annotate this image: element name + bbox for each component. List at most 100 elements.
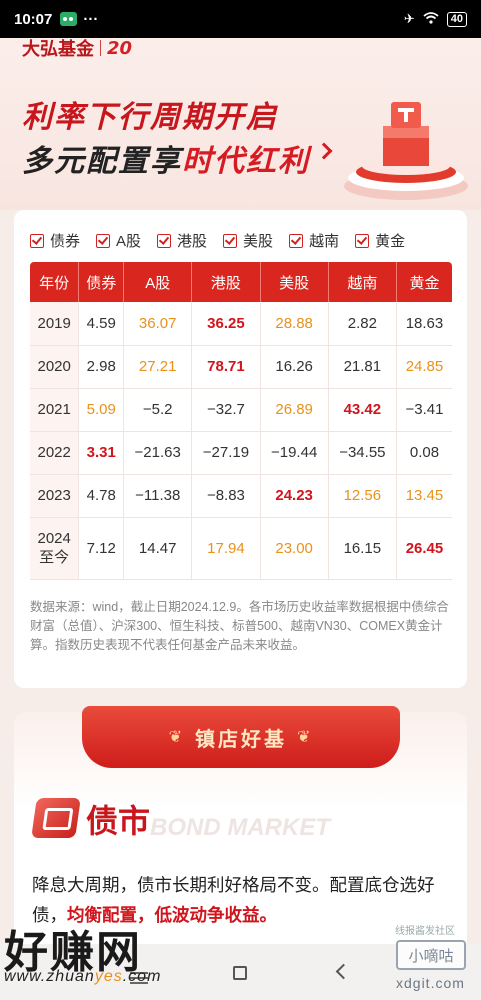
headline-primary: 利率下行周期开启 bbox=[22, 100, 278, 135]
return-cell: −5.2 bbox=[123, 388, 193, 432]
return-cell: 2.98 bbox=[78, 345, 125, 389]
year-cell: 2024 至今 bbox=[30, 517, 80, 580]
featured-ribbon: ❦ 镇店好基 ❦ bbox=[82, 706, 400, 768]
year-cell: 2021 bbox=[30, 388, 80, 432]
battery-icon: 40 bbox=[446, 11, 467, 27]
year-suffix: 至今 bbox=[39, 549, 70, 566]
return-cell: 36.25 bbox=[191, 302, 261, 346]
table-row: 2021 5.09 −5.2 −32.7 26.89 43.42 −3.41 bbox=[30, 388, 452, 432]
return-cell: 17.94 bbox=[191, 517, 261, 580]
podium-illustration bbox=[344, 102, 468, 200]
header-bond: 债券 bbox=[78, 262, 125, 302]
filter-label: 港股 bbox=[177, 233, 208, 250]
watermark-right-logo: 小嘀咕 bbox=[396, 940, 466, 970]
returns-table: 年份 债券 A股 港股 美股 越南 黄金 2019 4.59 36.07 36.25 2… bbox=[30, 262, 452, 580]
return-cell: 43.42 bbox=[328, 388, 397, 432]
table-body: 2019 4.59 36.07 36.25 28.88 2.82 18.63 2020 2.98… bbox=[30, 302, 452, 580]
filter-label: 债券 bbox=[50, 233, 81, 250]
bond-text-main: 降息大周期，债市长期利好格局不变。配置底仓选好债， bbox=[32, 875, 435, 925]
return-cell: 18.63 bbox=[396, 302, 452, 346]
decorative-arrow-icon bbox=[315, 142, 333, 160]
return-cell: 12.56 bbox=[328, 474, 397, 518]
filter-label: 越南 bbox=[309, 233, 340, 250]
return-cell: −32.7 bbox=[191, 388, 261, 432]
year-cell: 2019 bbox=[30, 302, 80, 346]
header-gold: 黄金 bbox=[396, 262, 452, 302]
filter-a-share[interactable]: A股 bbox=[96, 230, 141, 251]
return-cell: 21.81 bbox=[328, 345, 397, 389]
return-cell: 14.47 bbox=[123, 517, 193, 580]
return-cell: −27.19 bbox=[191, 431, 261, 475]
table-header-row: 年份 债券 A股 港股 美股 越南 黄金 bbox=[30, 262, 452, 302]
bond-market-description: 降息大周期，债市长期利好格局不变。配置底仓选好债，均衡配置，低波动争收益。 bbox=[32, 870, 462, 930]
watermark-url-part: www.zhuan bbox=[4, 968, 95, 985]
laurel-left-icon: ❦ bbox=[168, 729, 185, 746]
status-time: 10:07 bbox=[14, 10, 53, 28]
headline-secondary: 多元配置享时代红利 bbox=[22, 136, 310, 180]
wechat-icon bbox=[60, 12, 78, 26]
return-cell: 23.00 bbox=[260, 517, 329, 580]
home-icon[interactable] bbox=[233, 966, 247, 980]
return-cell: −11.38 bbox=[123, 474, 193, 518]
return-cell: 36.07 bbox=[123, 302, 193, 346]
menu-icon[interactable] bbox=[130, 972, 148, 984]
return-cell: 26.89 bbox=[260, 388, 329, 432]
return-cell: 24.85 bbox=[396, 345, 452, 389]
anniversary-badge: 20 bbox=[107, 38, 133, 59]
market-filters: 债券 A股 港股 美股 越南 黄金 bbox=[30, 230, 405, 251]
table-row: 2024 至今 7.12 14.47 17.94 23.00 16.15 26.45 bbox=[30, 517, 452, 580]
watermark-left: 好赚网 bbox=[4, 927, 142, 978]
bond-market-icon bbox=[31, 798, 81, 838]
bond-market-english-title: BOND MARKET bbox=[150, 814, 330, 841]
year-text: 2024 bbox=[37, 530, 71, 547]
table-row: 2019 4.59 36.07 36.25 28.88 2.82 18.63 bbox=[30, 302, 452, 346]
return-cell: 2.82 bbox=[328, 302, 397, 346]
header-vietnam: 越南 bbox=[328, 262, 397, 302]
checkbox-checked-icon[interactable] bbox=[355, 233, 370, 248]
watermark-url-part: .com bbox=[122, 968, 162, 985]
headline-secondary-a: 多元配置享 bbox=[22, 144, 182, 179]
return-cell: 28.88 bbox=[260, 302, 329, 346]
filter-bond[interactable]: 债券 bbox=[30, 230, 80, 251]
year-cell: 2020 bbox=[30, 345, 80, 389]
return-cell: 3.31 bbox=[78, 431, 125, 475]
return-cell: 4.59 bbox=[78, 302, 125, 346]
airplane-icon: ✈ bbox=[403, 11, 415, 26]
return-cell: 7.12 bbox=[78, 517, 125, 580]
header-banner: 大弘基金 20 利率下行周期开启 多元配置享时代红利 bbox=[0, 38, 481, 210]
return-cell: 24.23 bbox=[260, 474, 329, 518]
return-cell: −21.63 bbox=[123, 431, 193, 475]
filter-label: 美股 bbox=[243, 233, 274, 250]
return-cell: 16.15 bbox=[328, 517, 397, 580]
watermark-right-caption: 线报酱发社区 bbox=[395, 926, 455, 937]
table-row: 2022 3.31 −21.63 −27.19 −19.44 −34.55 0.08 bbox=[30, 431, 452, 475]
table-row: 2020 2.98 27.21 78.71 16.26 21.81 24.85 bbox=[30, 345, 452, 389]
headline-secondary-highlight: 时代红利 bbox=[182, 144, 310, 179]
return-cell: 78.71 bbox=[191, 345, 261, 389]
filter-label: A股 bbox=[116, 233, 142, 250]
checkbox-checked-icon[interactable] bbox=[289, 233, 304, 248]
return-cell: 5.09 bbox=[78, 388, 125, 432]
checkbox-checked-icon[interactable] bbox=[30, 233, 44, 248]
filter-label: 黄金 bbox=[375, 233, 406, 250]
checkbox-checked-icon[interactable] bbox=[96, 233, 111, 248]
return-cell: 16.26 bbox=[260, 345, 329, 389]
year-cell: 2023 bbox=[30, 474, 80, 518]
return-cell: 26.45 bbox=[396, 517, 452, 580]
filter-vietnam[interactable]: 越南 bbox=[289, 230, 339, 251]
filter-hk[interactable]: 港股 bbox=[157, 230, 207, 251]
filter-gold[interactable]: 黄金 bbox=[355, 230, 405, 251]
header-year: 年份 bbox=[30, 262, 80, 302]
year-cell: 2022 bbox=[30, 431, 80, 475]
data-source-note: 数据来源：wind，截止日期2024.12.9。各市场历史收益率数据根据中债综合… bbox=[30, 600, 449, 652]
return-cell: 4.78 bbox=[78, 474, 125, 518]
filter-us[interactable]: 美股 bbox=[223, 230, 273, 251]
brand-logo: 大弘基金 20 bbox=[22, 38, 133, 60]
bond-market-title: 债市 bbox=[86, 802, 151, 840]
checkbox-checked-icon[interactable] bbox=[157, 233, 172, 248]
return-cell: −8.83 bbox=[191, 474, 261, 518]
checkbox-checked-icon[interactable] bbox=[223, 233, 238, 248]
return-cell: 13.45 bbox=[396, 474, 452, 518]
watermark-right-url: xdgit.com bbox=[396, 975, 465, 991]
watermark-left-url: www.zhuanyes.com bbox=[4, 968, 161, 986]
